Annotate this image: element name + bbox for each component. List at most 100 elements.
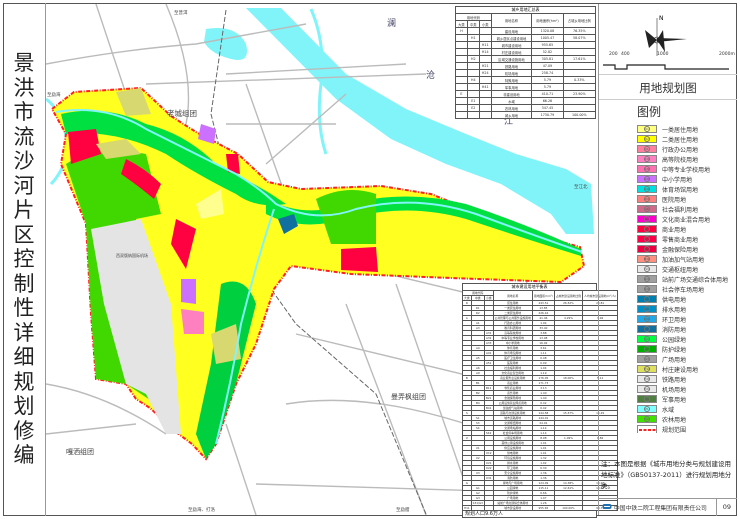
table-row: H4 特殊用地 5.79 0.33% [455,76,597,84]
table-row: H21 铁路用地 47.09 [455,62,597,70]
table-row: E2 农林用地 347.45 [455,104,597,112]
table-cell: 城乡用地 [490,111,533,119]
table-row: H11 城市建设用地 955.65 100.00% 99.73 [462,505,619,511]
table-cell [478,97,492,105]
legend-item: R1 一类居住用地 [637,125,698,134]
legend-item: S42 社会停车场用地 [637,285,705,294]
sheet-title: 用地规划图 [599,74,737,100]
th-area: 用地面积(hm²) [531,13,564,28]
legend-item: U21 排水用地 [637,305,686,314]
table-cell: H4 [466,76,480,84]
table-cell [466,90,480,98]
utility-block [278,214,298,234]
table-cell: S31/G3 [470,500,485,506]
table-cell: U22 [483,465,494,471]
table-cell: 站前广场交通综合体用地 [492,500,533,506]
legend-swatch: U12 [637,295,657,303]
legend-swatch [637,425,657,433]
table-cell: 水域 [490,97,533,105]
legend-label: 中小学用地 [662,176,693,184]
legend-code: B/A [644,216,650,222]
legend-item: B41 加油加气站用地 [637,255,704,264]
legend-label: 消防用地 [662,326,687,334]
legend-item: A6 社会福利用地 [637,205,698,214]
table-cell [455,76,468,84]
legend-code: H24 [644,386,650,392]
legend-label: 高等院校用地 [662,156,699,164]
vertical-title: 景洪市流沙河片区控制性详细规划修编 [3,3,46,516]
urban-rural-land-summary-table: 城乡用地汇总表 用地代码 用地名称 用地面积(hm²) 占城乡用地比例 大类 中类 小类 … [455,6,597,119]
table-cell [455,69,468,77]
th-ratio: 占城乡用地比例 [562,13,597,28]
table-cell: 村庄建设用地 [490,48,533,56]
table-row: H2 区域交通设施用地 305.81 17.61% [455,55,597,63]
table-cell: U12 [483,450,494,456]
table-cell: 258.74 [531,69,564,77]
legend-item: B1 商业用地 [637,225,686,234]
th-ratio: 占城市建设用地比例 [553,290,584,301]
table-cell [470,505,485,511]
table-cell [562,62,597,70]
river-char: 江 [504,117,514,127]
table-cell: 建设用地 [490,27,533,35]
table-cell: 公共管理与公共服务设施用地 [492,315,533,321]
legend-code: H21 [644,376,650,382]
table-cell [478,27,492,35]
legend-label: 零售商业用地 [662,236,699,244]
title-char: 片 [13,198,35,223]
table-cell: 非建设用地 [490,90,533,98]
legend-swatch: R1 [637,125,657,133]
legend-swatch: A6 [637,205,657,213]
title-char: 修 [13,418,35,443]
table-row: A33 中小学用地 16.92 [462,340,619,346]
th-name: 用地名称 [490,13,533,28]
table-cell: 99.73 [582,505,619,511]
title-char: 控 [13,247,35,272]
table-cell: H11 [462,505,472,511]
label-airport: 西双版纳国际机场 [116,253,148,258]
table-row: H41 军事用地 5.79 [455,83,597,91]
legend-label: 村庄建设用地 [662,366,699,374]
table-row: E1 水域 66.26 [455,97,597,105]
table-cell: 52.82 [531,48,564,56]
land-use-map[interactable]: 老城组团 曼弄枫组团 嘎洒组团 西双版纳国际机场 至勐海、打洛 至勐腊 至勐海 … [45,3,619,518]
table-cell [483,505,494,511]
river-south [215,208,275,445]
table-cell: H41 [478,83,492,91]
legend-label: 铁路用地 [662,376,687,384]
legend-label: 规划范围 [662,426,687,434]
legend-item: 规划范围 [637,425,687,434]
table-cell [455,62,468,70]
table-cell [562,41,597,49]
legend-label: 交通枢纽用地 [662,266,699,274]
urban-construction-land-balance-table: 城市建设用地平衡表 用地代码 用地名称 用地面积(hm²) 占城市建设用地比例 人均城市… [462,283,619,518]
table-cell: 23.90% [562,90,597,98]
legend-swatch: B41 [637,255,657,263]
legend-swatch: B1 [637,225,657,233]
legend-title: 图例 [637,105,662,119]
legend-code: B41 [644,256,650,262]
commercial-block [121,159,161,199]
legend-code: S3 [644,266,650,272]
title-char: 景 [13,51,35,76]
table-cell: 5.79 [531,83,564,91]
legend-code: A51 [644,196,650,202]
page-number: 09 [715,498,737,516]
table-cell [455,111,468,119]
company-name: 中国中铁二院工程集团有限责任公司 [614,505,707,512]
scale-label: 1000 [657,52,669,57]
table-row: A51 医院用地 0.09 [462,360,619,366]
river-char: 澜 [387,19,397,29]
table-cell: 特殊用地 [490,76,533,84]
legend-swatch: A31 [637,155,657,163]
legend-code: A6 [644,206,650,212]
table-cell: E [455,90,468,98]
title-char: 详 [13,320,35,345]
school-block [181,279,196,304]
university-block [181,309,204,334]
legend-label: 社会停车场用地 [662,286,705,294]
table-cell: H21 [478,62,492,70]
table-row: S31/G3 站前广场交通综合体用地 1.26 [462,500,619,506]
table-row: H24 机场用地 258.74 [455,69,597,77]
label-to-menghai-daluo: 至勐海、打洛 [188,508,215,513]
